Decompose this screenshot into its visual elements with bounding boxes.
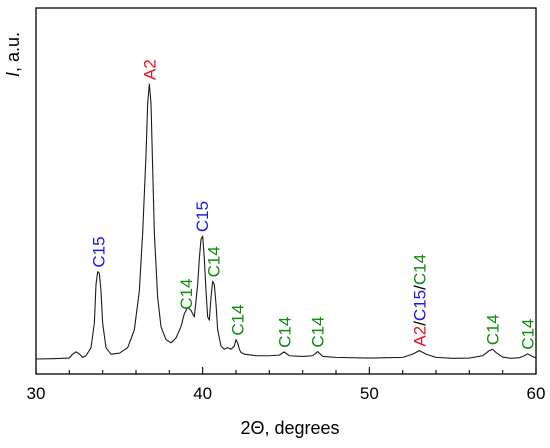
diffraction-pattern-line: [35, 83, 537, 360]
peak-label-a2: A2: [140, 59, 159, 80]
x-axis-title: 2Θ, degrees: [240, 418, 339, 438]
peak-label: C15: [90, 236, 109, 267]
peak-label-c14: C14: [177, 279, 196, 310]
peak-label: C14: [519, 319, 538, 350]
peak-label-c14: C14: [519, 319, 538, 350]
peak-label: C14: [309, 316, 328, 347]
peak-label-c15: C15: [193, 201, 212, 232]
peak-label: C15: [193, 201, 212, 232]
x-tick-label: 40: [193, 384, 212, 403]
y-axis-title-symbol: I: [3, 72, 23, 77]
peak-label: C14: [229, 304, 248, 335]
y-axis-title: I, a.u.: [3, 32, 23, 77]
peak-label-slash: /: [410, 321, 429, 326]
plot-frame: [35, 7, 537, 375]
x-tick-label: 50: [360, 384, 379, 403]
peak-label: C14: [484, 314, 503, 345]
peak-label-c14: C14: [205, 246, 224, 277]
peak-label-c14: C14: [410, 254, 429, 285]
peak-label: C14: [275, 317, 294, 348]
peak-label-c14: C14: [309, 316, 328, 347]
peak-label-c15: C15: [90, 236, 109, 267]
x-axis-ticks: [35, 367, 537, 374]
peak-label: C14: [205, 246, 224, 277]
peak-label: A2: [140, 59, 159, 80]
peak-label: C14: [177, 279, 196, 310]
peak-label-c14: C14: [275, 317, 294, 348]
x-axis-tick-labels: 30 40 50 60: [27, 384, 546, 403]
peak-label: A2/C15/C14: [410, 254, 429, 347]
peak-label-slash: /: [410, 285, 429, 290]
peak-label-c14: C14: [484, 314, 503, 345]
x-tick-label: 60: [527, 384, 546, 403]
x-tick-label: 30: [27, 384, 46, 403]
peak-label-a2: A2: [410, 326, 429, 347]
peak-label-c14: C14: [229, 304, 248, 335]
peak-label-c15: C15: [410, 290, 429, 321]
y-axis-title-unit: , a.u.: [3, 32, 23, 72]
